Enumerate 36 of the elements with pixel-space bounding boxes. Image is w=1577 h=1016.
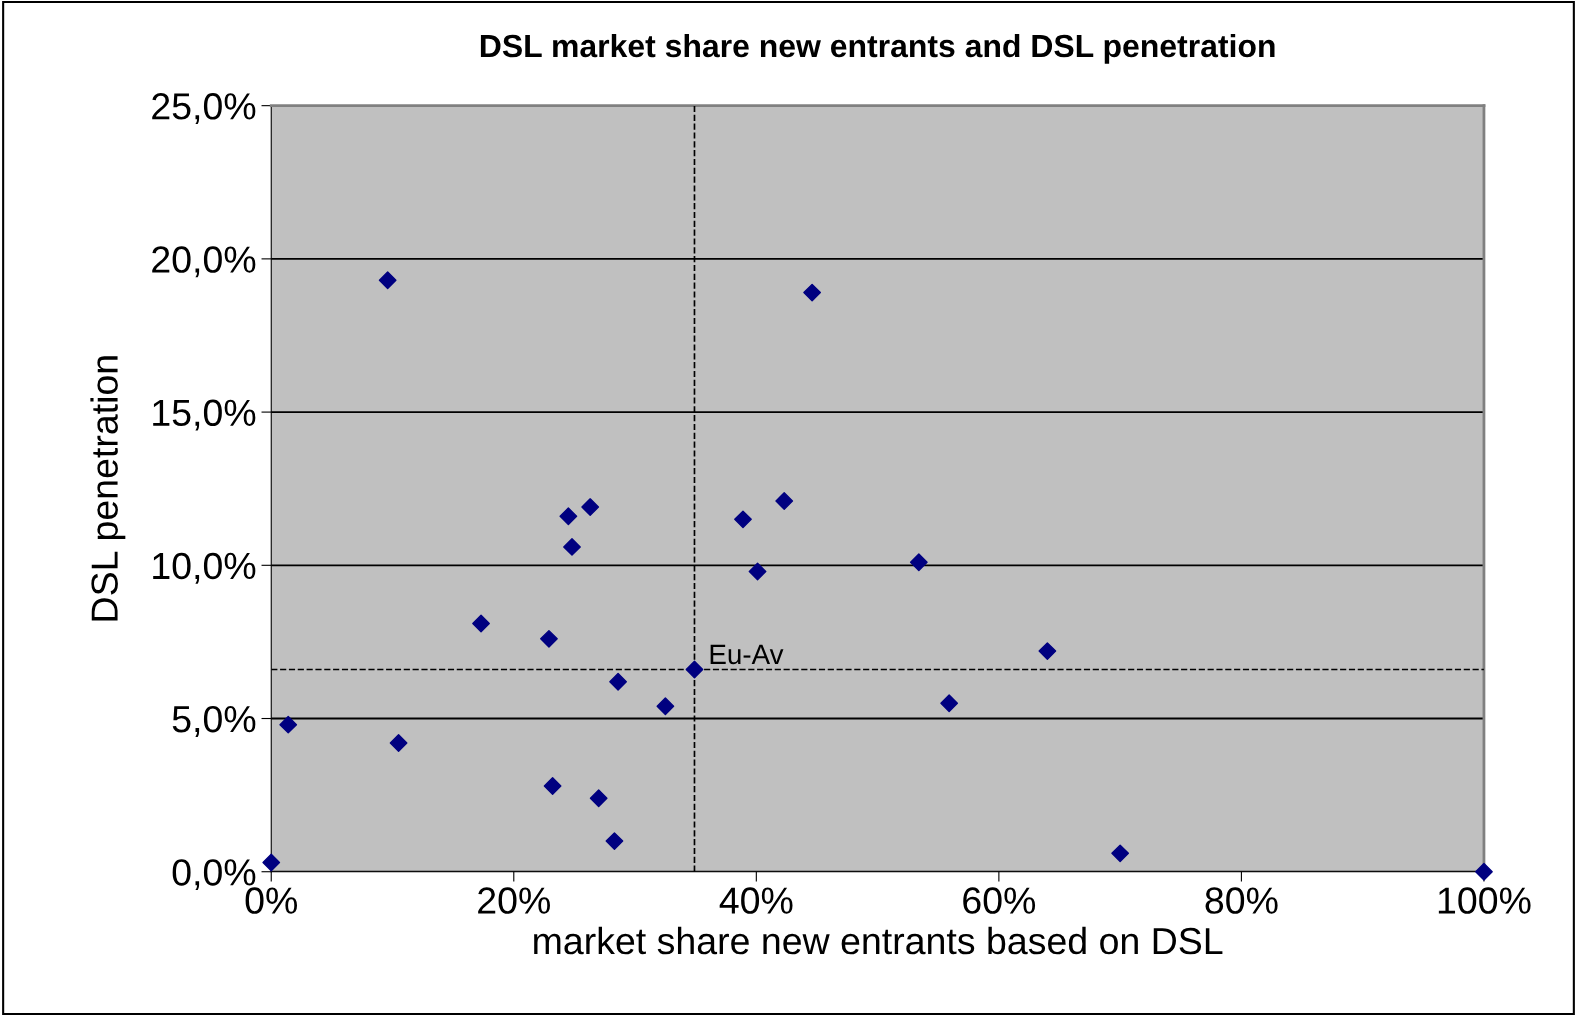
annotation: Eu-Av <box>710 644 784 665</box>
point <box>685 660 704 679</box>
chart-title: DSL market share new entrants and DSL penetration <box>480 33 1275 64</box>
y-tick-label: 5,0% <box>172 705 256 737</box>
point <box>748 562 767 581</box>
point <box>734 510 752 529</box>
point <box>775 492 794 510</box>
x-tick-label: 80% <box>1205 887 1278 914</box>
y-tick-label: 10,0% <box>153 552 256 584</box>
y-tick-label: 15,0% <box>153 399 256 431</box>
point <box>472 614 490 633</box>
point <box>378 271 397 290</box>
point <box>559 507 578 526</box>
point <box>543 777 562 795</box>
point <box>540 629 558 648</box>
point <box>656 697 675 716</box>
x-tick-label: 20% <box>478 887 550 914</box>
y-axis-title: DSL penetration <box>90 356 126 621</box>
point <box>940 694 959 713</box>
point <box>909 553 928 572</box>
x-tick-label: 60% <box>963 887 1036 914</box>
point <box>563 538 581 556</box>
y-tick-label: 25,0% <box>152 93 256 125</box>
point <box>589 789 608 808</box>
point <box>605 832 624 850</box>
point <box>803 283 822 302</box>
x-tick-label: 40% <box>719 887 793 914</box>
point <box>389 734 408 752</box>
point <box>581 498 600 516</box>
point <box>279 715 298 734</box>
point <box>609 672 627 691</box>
x-tick-label: 100% <box>1438 887 1531 914</box>
point <box>1111 844 1130 863</box>
y-tick-label: 20,0% <box>152 246 256 278</box>
x-axis-title: market share new entrants based on DSL <box>534 926 1223 955</box>
point <box>1038 642 1057 661</box>
